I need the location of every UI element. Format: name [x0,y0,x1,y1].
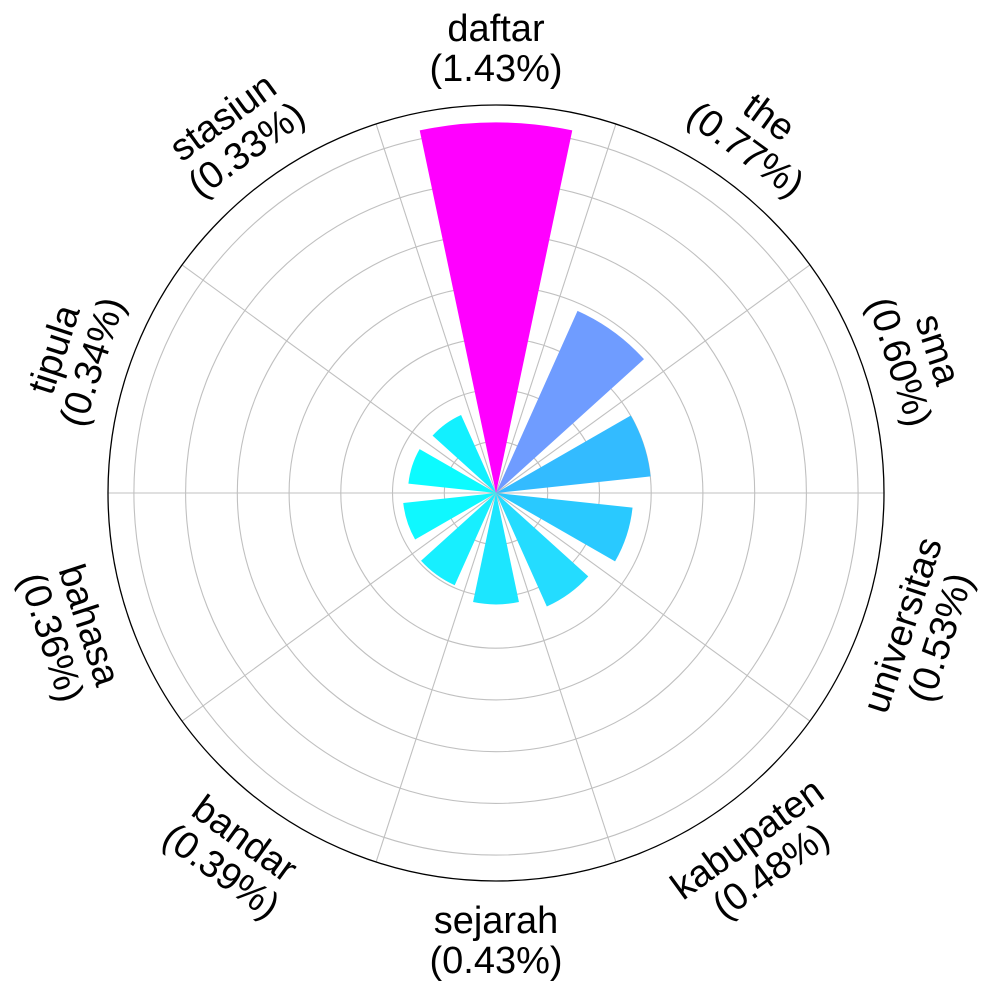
grid-spoke [495,492,811,722]
category-name: daftar [447,8,545,50]
grid-spoke [181,492,497,722]
grid-spoke [495,123,617,494]
bar-universitas [496,493,633,562]
category-percent: (1.43%) [429,48,562,90]
label-the: the(0.77%) [679,85,811,206]
grid-spoke [181,264,497,494]
bar-the [496,310,644,493]
bar-daftar [419,122,573,493]
label-universitas: universitas(0.53%) [855,532,982,718]
bar-sma [496,415,651,493]
grid-spoke [375,492,497,863]
label-bandar: bandar(0.39%) [155,787,305,927]
label-daftar: daftar(1.43%) [429,8,562,90]
bar-stasiun [432,414,496,493]
outer-ring [107,104,885,882]
polar-grid [108,123,884,863]
label-bahasa: bahasa(0.36%) [10,559,128,707]
label-kabupaten: kabupaten(0.48%) [663,770,837,928]
category-name: sejarah [434,900,559,942]
label-tipula: tipula(0.34%) [21,292,134,432]
grid-spoke [495,264,811,494]
grid-spoke [375,123,497,494]
grid-spoke [495,492,617,863]
label-sejarah: sejarah(0.43%) [429,900,562,982]
label-sma: sma(0.60%) [859,292,969,432]
polar-bars [403,122,651,607]
bar-bandar [421,493,496,586]
bar-sejarah [473,493,519,605]
bar-tipula [408,449,496,493]
category-percent: (0.43%) [429,940,562,982]
label-stasiun: stasiun(0.33%) [162,65,313,206]
bar-kabupaten [496,493,589,607]
bar-bahasa [403,493,496,540]
